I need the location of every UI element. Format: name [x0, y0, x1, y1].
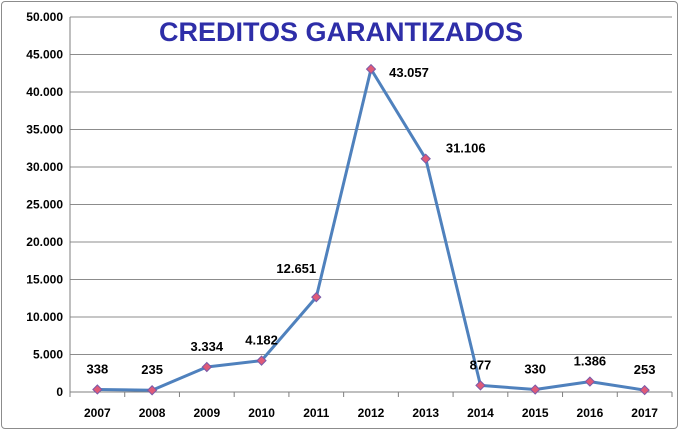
y-tick-label: 0 [56, 385, 63, 399]
data-point [201, 361, 213, 373]
x-tick-label: 2008 [139, 406, 166, 420]
data-label: 338 [87, 361, 109, 376]
data-label: 31.106 [446, 141, 486, 156]
data-point [584, 376, 596, 387]
x-tick-label: 2017 [631, 406, 658, 420]
data-point [146, 385, 158, 396]
y-tick-label: 30.000 [26, 160, 63, 174]
y-tick-label: 5.000 [33, 348, 63, 362]
axes [69, 17, 673, 397]
y-tick-label: 20.000 [26, 235, 63, 249]
series-line [97, 67, 645, 392]
y-tick-label: 25.000 [26, 198, 63, 212]
x-axis-ticks: 2007 2008 2009 2010 2011 2012 2013 2014 2015 2016… [84, 406, 658, 420]
data-label: 43.057 [389, 65, 429, 80]
data-label: 253 [634, 362, 656, 377]
data-point [529, 384, 541, 395]
series-line-path [97, 67, 645, 392]
x-tick-label: 2011 [303, 406, 329, 420]
data-point [92, 384, 103, 395]
data-label: 3.334 [191, 339, 224, 354]
data-point [639, 384, 650, 396]
data-point [475, 380, 486, 391]
x-tick-label: 2012 [358, 406, 385, 420]
x-tick-label: 2016 [577, 406, 604, 420]
x-tick-label: 2015 [522, 406, 549, 420]
x-tick-label: 2013 [412, 406, 439, 420]
x-tick-label: 2007 [84, 406, 111, 420]
data-label: 4.182 [245, 333, 278, 348]
x-tick-label: 2010 [248, 406, 275, 420]
x-tick-label: 2014 [467, 406, 494, 420]
y-tick-label: 45.000 [26, 48, 63, 62]
y-tick-label: 35.000 [26, 123, 63, 137]
y-tick-label: 40.000 [26, 85, 63, 99]
data-label: 235 [141, 362, 163, 377]
data-label: 330 [524, 362, 546, 377]
data-label: 12.651 [276, 261, 316, 276]
data-point [420, 153, 431, 164]
y-axis-ticks: 0 5.000 10.000 15.000 20.000 25.000 30.000 35.0… [26, 10, 63, 399]
x-tick-label: 2009 [193, 406, 220, 420]
data-label: 1.386 [574, 354, 607, 369]
y-tick-label: 15.000 [26, 273, 63, 287]
series-markers [92, 63, 650, 396]
y-tick-label: 50.000 [26, 10, 63, 24]
data-labels: 338 235 3.334 4.182 12.651 43.057 31.106 877 330… [87, 65, 656, 377]
data-label: 877 [470, 357, 492, 372]
chart-title: CREDITOS GARANTIZADOS [159, 17, 523, 47]
data-point [365, 63, 377, 75]
y-tick-label: 10.000 [26, 310, 63, 324]
data-point [256, 355, 267, 366]
data-point [311, 291, 322, 303]
